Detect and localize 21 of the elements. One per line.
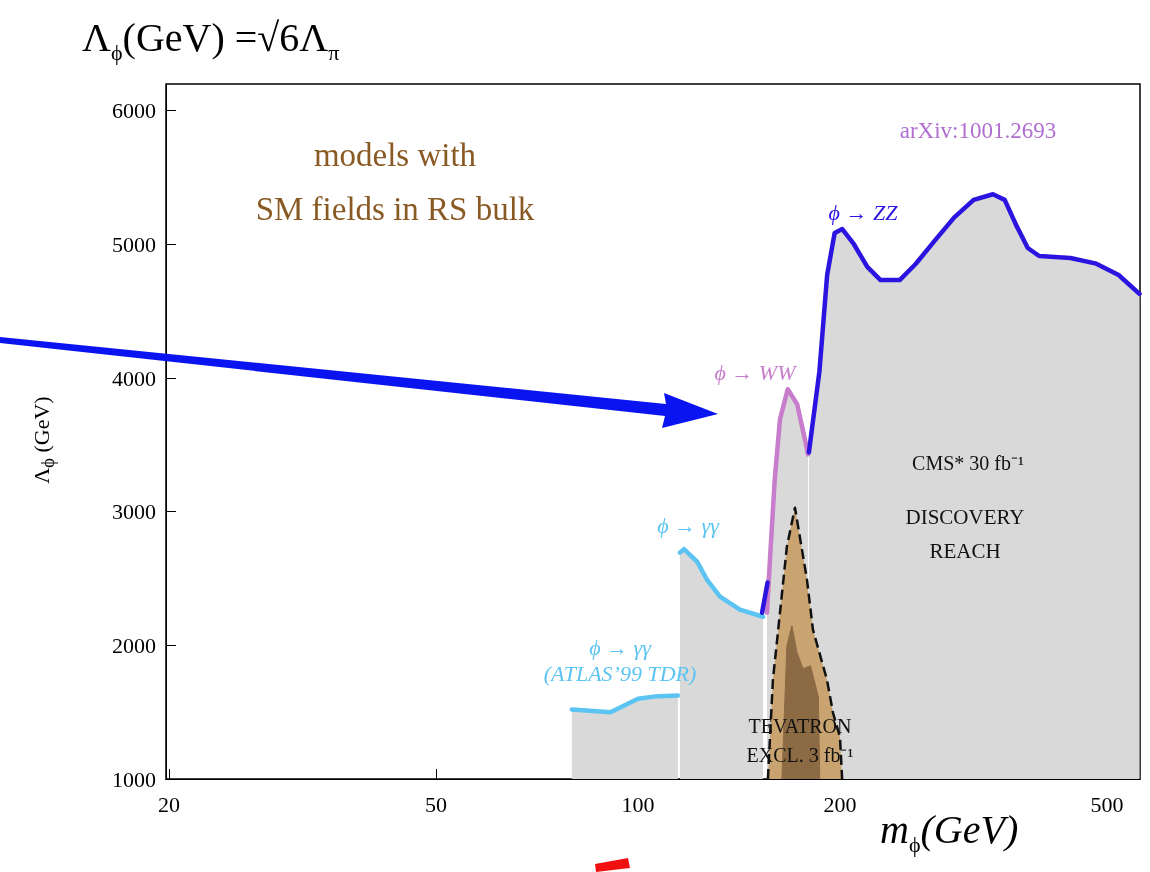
y-tick-label: 5000 xyxy=(112,231,156,257)
series-label: ϕ → ZZ xyxy=(828,199,899,225)
series-label: ϕ → γγ (ATLAS’99 TDR) xyxy=(543,634,697,686)
x-tick-label: 100 xyxy=(621,791,655,817)
y-tick-label: 1000 xyxy=(112,766,156,792)
chart-title: Λ$_{ϕ}$(GeV) =√6Λ$_{π}$ xyxy=(82,14,340,66)
annotation: CMS* 30 fb⁻¹ xyxy=(912,452,1024,474)
series-label: ϕ → WW xyxy=(714,359,798,385)
x-tick-label: 20 xyxy=(157,791,180,817)
y-tick-label: 4000 xyxy=(112,365,156,391)
x-axis-title: m$_{ϕ}$(GeV) xyxy=(880,806,1019,858)
y-tick-label: 3000 xyxy=(112,499,156,525)
series-label: ϕ → γγ xyxy=(657,512,721,538)
x-tick-label: 500 xyxy=(1090,791,1124,817)
annotation: models with SM fields in RS bulk xyxy=(255,137,535,227)
y-tick-label: 6000 xyxy=(112,98,156,124)
annotation: DISCOVERY REACH xyxy=(905,505,1025,563)
y-tick-label: 2000 xyxy=(112,632,156,658)
x-tick-label: 50 xyxy=(424,791,447,817)
x-tick-label: 200 xyxy=(823,791,857,817)
annotation: arXiv:1001.2693 xyxy=(899,117,1057,143)
